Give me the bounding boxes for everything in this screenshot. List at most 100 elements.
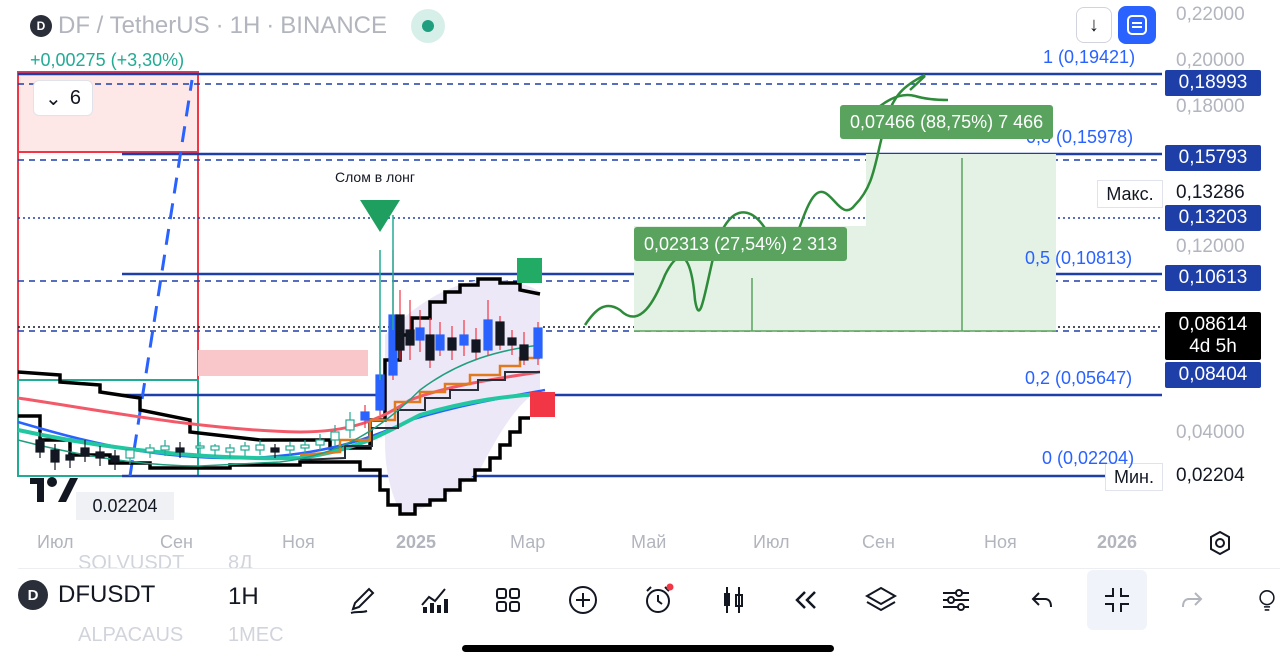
measurement-label[interactable]: 0,07466 (88,75%) 7 466 [840,105,1054,139]
gear-icon [1210,530,1230,556]
min-label: Мин. [1105,463,1163,491]
fullscreen-button[interactable] [1087,570,1147,630]
candle-body [507,337,517,346]
chart-type-button[interactable] [711,578,755,622]
demand-zone [198,350,368,376]
pair-name[interactable]: DF / TetherUS [58,12,210,39]
candles-icon [724,587,743,613]
min-value: 0,02204 [1176,465,1245,486]
price-tick: 0,22000 [1176,4,1245,25]
current-price-label: 0,08614 4d 5h [1165,312,1261,360]
candle-body [65,454,75,461]
candle-body [519,344,529,361]
candle-body [125,449,135,459]
time-tick: 2025 [396,532,437,552]
level-price-label: 0,08404 [1165,362,1261,388]
price-tick: 0,04000 [1176,422,1245,443]
candle-body [110,455,120,463]
separator: · [215,12,224,39]
time-tick: Июл [753,532,790,552]
candle-body [240,445,250,451]
candle-body [533,327,543,359]
arrow-down-icon: ↓ [1089,13,1099,36]
chart-canvas[interactable] [0,0,1280,570]
fib-lines [18,72,1162,478]
chart-settings-button[interactable] [1206,530,1234,558]
layout-button[interactable] [1118,6,1156,44]
settings-button[interactable] [934,578,978,622]
candle-body [425,334,435,361]
max-value: 0,13286 [1176,182,1245,203]
long-arrow-marker [360,200,400,232]
ma-teal [17,344,541,467]
buy-square-marker [517,258,542,283]
candle-body [210,445,220,451]
candle-body [285,445,295,451]
indicator-count: 6 [69,86,81,109]
undo-button[interactable] [1020,578,1064,622]
ghost-watchlist-item: ALPACAUS [78,624,184,646]
layers-icon [864,586,898,612]
candle-body [345,419,355,431]
scroll-down-button[interactable]: ↓ [1076,7,1112,43]
draw-tool-button[interactable] [340,578,384,622]
candle-body [330,431,340,441]
candle-body [50,449,60,463]
candle-body [95,451,105,459]
price-tick: 0,18000 [1176,96,1245,117]
fib-level-label: 1 (0,19421) [1043,47,1136,67]
candle-body [447,337,457,351]
max-label: Макс. [1097,180,1163,208]
candle-body [300,444,310,449]
replay-button[interactable] [784,578,828,622]
forecast-drawing [583,73,926,326]
legend-toggle-button[interactable]: ⌄ 6 [33,80,93,116]
level-price-label: 0,15793 [1165,145,1261,171]
candle-body [415,327,425,341]
timeframe-selector[interactable]: 1H [228,583,259,610]
market-status-icon[interactable] [410,9,445,43]
alerts-button[interactable] [636,578,680,622]
exchange-name: BINANCE [280,12,387,39]
candle-body [145,447,155,453]
fib-level-label: 0,5 (0,10813) [1025,248,1133,268]
price-tick: 0,20000 [1176,50,1245,71]
low-price-label: 0.02204 [76,492,174,520]
price-tick: 0,12000 [1176,236,1245,257]
candle-body [35,439,45,453]
candle-body [435,334,445,351]
candle-body [255,444,265,451]
current-price: 0,08614 [1178,314,1248,335]
redo-button[interactable] [1170,578,1214,622]
candle-body [375,374,385,411]
idea-icon [1259,590,1275,611]
candle-body [395,314,405,351]
candles [35,215,543,470]
candle-body [225,447,235,453]
candle-countdown: 4d 5h [1189,336,1237,357]
time-tick: Ноя [282,532,315,552]
templates-button[interactable] [486,578,530,622]
candle-body [315,439,325,446]
sell-square-marker [530,392,555,417]
candle-body [160,445,170,451]
time-tick: Ноя [984,532,1017,552]
measurement-label[interactable]: 0,02313 (27,54%) 2 313 [634,227,848,261]
compare-button[interactable] [561,578,605,622]
layout-icon [1127,15,1147,35]
add-icon [569,586,597,614]
pen-icon [350,587,375,614]
price-change: +0,00275 (+3,30%) [30,50,185,70]
indicators-button[interactable] [412,578,456,622]
header-timeframe[interactable]: 1H [229,12,261,39]
time-tick: Сен [160,532,193,552]
symbol-name: DFUSDT [58,581,156,608]
indicators-icon [421,588,448,613]
symbol-selector[interactable]: D DFUSDT [18,580,155,610]
chevron-down-icon: ⌄ [45,87,62,110]
time-tick: 2026 [1097,532,1138,552]
object-tree-button[interactable] [859,578,903,622]
candle-body [459,334,469,346]
ideas-button[interactable] [1254,578,1280,622]
separator: · [266,12,275,39]
